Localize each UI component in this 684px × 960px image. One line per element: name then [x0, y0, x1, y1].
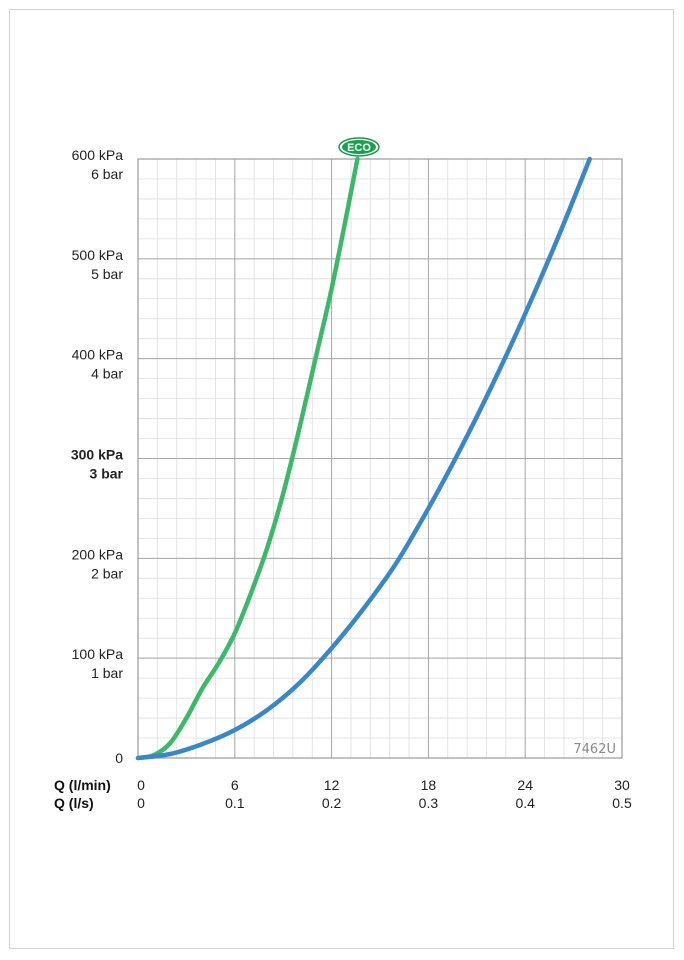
x-tick-label-ls: 0: [137, 795, 145, 811]
y-tick-label-bar: 2 bar: [91, 565, 123, 581]
major-grid: [137, 158, 623, 759]
x-tick-label-lmin: 6: [231, 777, 239, 793]
y-tick-label-bar: 1 bar: [91, 665, 123, 681]
y-tick-label-kpa: 0: [115, 750, 123, 766]
y-tick-label-bar: 4 bar: [91, 366, 123, 382]
model-code-label: 7462U: [573, 742, 616, 757]
eco-badge-fill: [342, 140, 376, 154]
y-tick-label-kpa: 200 kPa: [72, 546, 124, 562]
series-layer: [135, 156, 592, 761]
x-axis-title-lmin: Q (l/min): [54, 777, 111, 793]
eco-badge-text: ECO: [347, 142, 371, 154]
y-tick-label-kpa: 400 kPa: [72, 347, 124, 363]
x-tick-label-ls: 0.4: [515, 795, 535, 811]
x-tick-label-lmin: 30: [614, 777, 630, 793]
x-tick-label-lmin: 18: [421, 777, 437, 793]
page-frame: [9, 9, 674, 949]
x-tick-label-ls: 0.5: [612, 795, 632, 811]
y-tick-label-kpa: 600 kPa: [72, 147, 124, 163]
eco-badge: ECO: [338, 137, 380, 157]
x-tick-label-lmin: 0: [137, 777, 145, 793]
x-tick-label-lmin: 12: [324, 777, 340, 793]
eco-series-line: [135, 156, 360, 761]
x-tick-label-lmin: 24: [517, 777, 533, 793]
y-axis-labels: 0 100 kPa 1 bar 200 kPa 2 bar 300 kPa 3 bar 400…: [71, 147, 124, 766]
y-tick-label-kpa: 300 kPa: [71, 447, 123, 463]
x-tick-label-ls: 0.1: [225, 795, 245, 811]
standard-series-line: [135, 156, 592, 761]
x-axis-title-ls: Q (l/s): [54, 795, 94, 811]
y-tick-label-bar: 5 bar: [91, 266, 123, 282]
x-axis-labels: 0 0 6 0.1 12 0.2 18 0.3 24 0.4 30 0.5: [137, 777, 632, 811]
plot-border: [137, 158, 623, 759]
x-tick-label-ls: 0.2: [322, 795, 342, 811]
y-tick-label-kpa: 100 kPa: [72, 646, 124, 662]
y-tick-label-bar: 6 bar: [91, 166, 123, 182]
y-tick-label-bar: 3 bar: [90, 466, 124, 482]
y-tick-label-kpa: 500 kPa: [72, 247, 124, 263]
x-tick-label-ls: 0.3: [419, 795, 439, 811]
